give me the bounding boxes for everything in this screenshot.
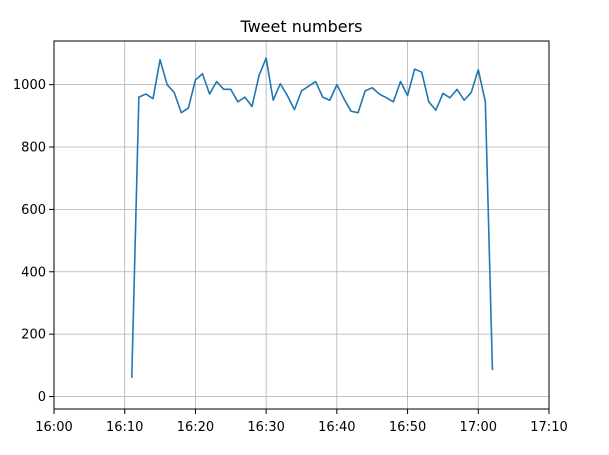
y-tick-label: 600 bbox=[21, 203, 46, 218]
x-tick-label: 16:20 bbox=[177, 420, 214, 435]
x-tick-label: 16:40 bbox=[318, 420, 355, 435]
y-tick-label: 400 bbox=[21, 265, 46, 280]
y-tick-label: 0 bbox=[38, 390, 46, 405]
y-tick-label: 200 bbox=[21, 328, 46, 343]
x-tick-label: 16:10 bbox=[106, 420, 143, 435]
x-gridlines bbox=[53, 41, 550, 409]
x-tick-label: 16:50 bbox=[389, 420, 426, 435]
chart-title: Tweet numbers bbox=[239, 17, 362, 36]
y-axis: 0 200 400 600 800 1000 bbox=[13, 78, 54, 405]
x-axis: 16:00 16:10 16:20 16:30 16:40 16:50 17:00 17:10 bbox=[35, 409, 568, 435]
series-line-0 bbox=[130, 57, 494, 378]
series-layer bbox=[130, 57, 494, 378]
x-tick-label: 17:00 bbox=[460, 420, 497, 435]
plot-frame bbox=[53, 40, 550, 410]
y-tick-label: 800 bbox=[21, 141, 46, 156]
x-tick-label: 16:30 bbox=[247, 420, 284, 435]
y-tick-label: 1000 bbox=[13, 78, 46, 93]
x-tick-label: 17:10 bbox=[530, 420, 567, 435]
x-tick-label: 16:00 bbox=[35, 420, 72, 435]
